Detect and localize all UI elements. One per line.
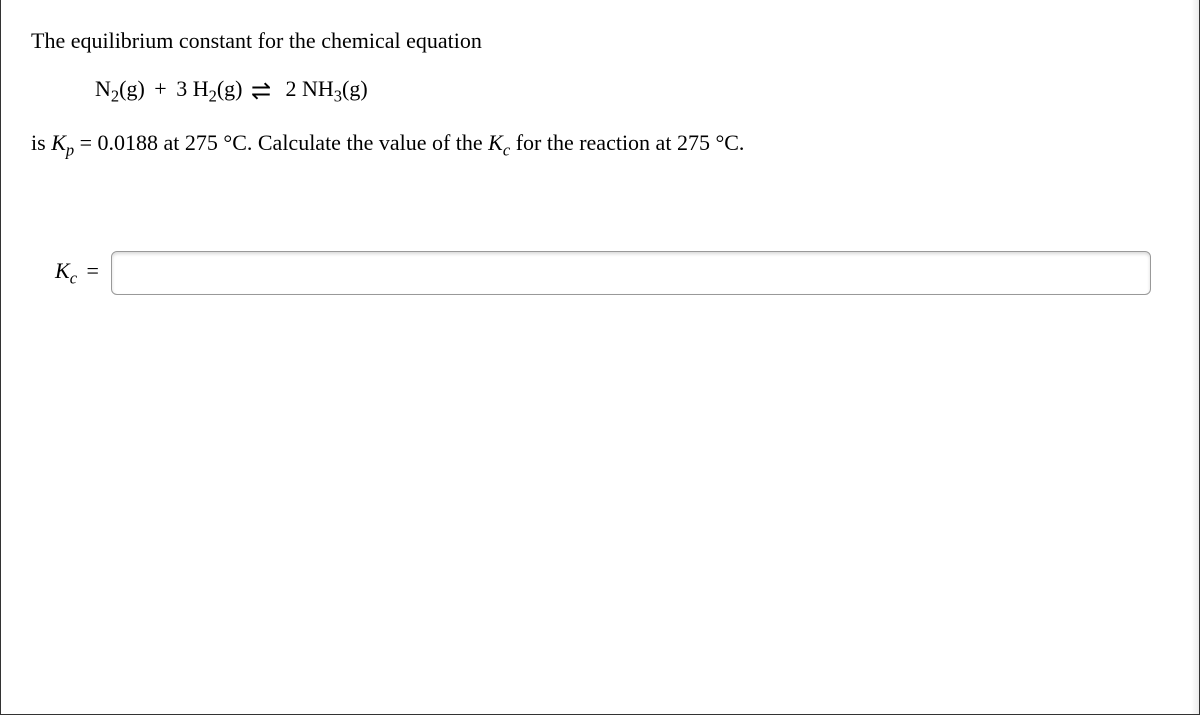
reactant-1: N2(g) (95, 76, 145, 101)
reactant-2: 3 H2(g) (176, 76, 242, 101)
product: 2 NH3(g) (286, 76, 368, 101)
plus-sign: + (154, 76, 166, 101)
intro-text: The equilibrium constant for the chemica… (31, 28, 1169, 54)
kc-input[interactable] (111, 251, 1151, 295)
question-panel: The equilibrium constant for the chemica… (0, 0, 1200, 715)
answer-row: Kc = (55, 251, 1169, 295)
statement-text: is Kp = 0.0188 at 275 °C. Calculate the … (31, 130, 1169, 160)
chemical-equation: N2(g) + 3 H2(g) 2 NH3(g) (95, 76, 1169, 106)
kc-label: Kc = (55, 258, 103, 288)
